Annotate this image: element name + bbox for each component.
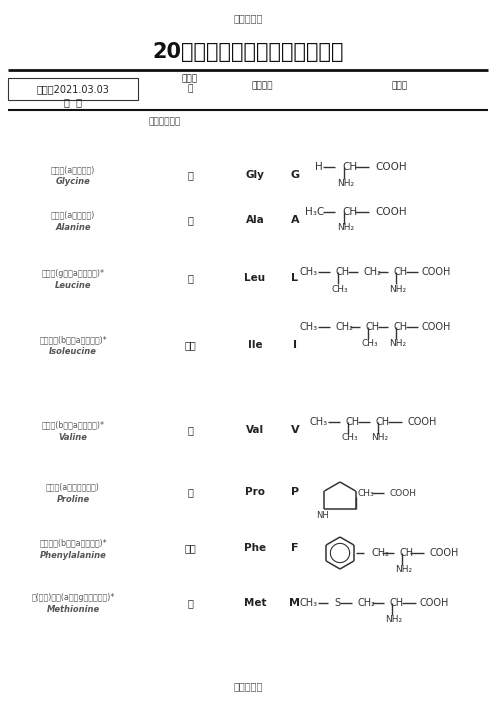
- Text: 结构式: 结构式: [392, 81, 408, 91]
- Text: CH: CH: [394, 322, 408, 332]
- Text: CH: CH: [346, 417, 360, 427]
- Text: 苯丙氨酸(b苯基a氨基丙酸)*: 苯丙氨酸(b苯基a氨基丙酸)*: [39, 538, 107, 548]
- Text: CH₃: CH₃: [300, 267, 318, 277]
- Text: Phenylalanine: Phenylalanine: [40, 550, 106, 559]
- Text: Gly: Gly: [246, 170, 264, 180]
- Text: H₃C: H₃C: [305, 207, 324, 217]
- Text: L: L: [292, 273, 299, 283]
- Text: M: M: [290, 598, 301, 608]
- Text: NH₂: NH₂: [337, 223, 354, 232]
- Text: CH₃: CH₃: [300, 322, 318, 332]
- Text: 甘氨酸(a氨基乙酸): 甘氨酸(a氨基乙酸): [51, 166, 95, 175]
- Text: F: F: [291, 543, 299, 553]
- Text: 亮: 亮: [187, 273, 193, 283]
- Text: Pro: Pro: [245, 487, 265, 497]
- Text: NH₂: NH₂: [337, 178, 354, 187]
- Text: COOH: COOH: [422, 322, 451, 332]
- Text: COOH: COOH: [430, 548, 459, 558]
- Text: V: V: [291, 425, 299, 435]
- Text: CH: CH: [342, 162, 357, 172]
- Text: CH₂: CH₂: [371, 548, 389, 558]
- Text: 欧阳学创编: 欧阳学创编: [233, 13, 263, 23]
- Text: S: S: [334, 598, 340, 608]
- Text: P: P: [291, 487, 299, 497]
- Text: Phe: Phe: [244, 543, 266, 553]
- Text: 缬: 缬: [187, 425, 193, 435]
- Text: 时间：2021.03.03: 时间：2021.03.03: [37, 84, 110, 94]
- Text: CH₃: CH₃: [310, 417, 328, 427]
- Text: 英文缩写: 英文缩写: [251, 81, 273, 91]
- Text: Leu: Leu: [245, 273, 265, 283]
- Text: CH: CH: [336, 267, 350, 277]
- Text: CH₃: CH₃: [358, 489, 374, 498]
- Text: H: H: [315, 162, 323, 172]
- Text: COOH: COOH: [389, 489, 417, 498]
- Text: 脯氨酸(a四氢吡咯甲酸): 脯氨酸(a四氢吡咯甲酸): [46, 482, 100, 491]
- Text: CH₂: CH₂: [358, 598, 376, 608]
- Text: 甘: 甘: [187, 170, 193, 180]
- Text: Ile: Ile: [248, 340, 262, 350]
- Text: 中文缩
写: 中文缩 写: [182, 74, 198, 93]
- Text: 异亮氨酸(b甲基a氨基戊酸)*: 异亮氨酸(b甲基a氨基戊酸)*: [39, 336, 107, 345]
- Text: NH₂: NH₂: [389, 338, 406, 347]
- Text: Alanine: Alanine: [55, 223, 91, 232]
- Bar: [8, 78, 138, 100]
- Text: CH: CH: [400, 548, 414, 558]
- Text: CH₃: CH₃: [331, 284, 348, 293]
- Text: CH₃: CH₃: [300, 598, 318, 608]
- Text: CH: CH: [376, 417, 390, 427]
- Text: CH: CH: [342, 207, 357, 217]
- Text: COOH: COOH: [407, 417, 436, 427]
- Text: CH: CH: [390, 598, 404, 608]
- Text: COOH: COOH: [375, 207, 407, 217]
- Text: 名  称: 名 称: [64, 97, 82, 107]
- Text: G: G: [291, 170, 300, 180]
- Text: 蛋: 蛋: [187, 598, 193, 608]
- Text: NH₂: NH₂: [385, 614, 402, 623]
- Text: COOH: COOH: [420, 598, 449, 608]
- Text: Isoleucine: Isoleucine: [49, 347, 97, 357]
- Text: Proline: Proline: [57, 494, 90, 503]
- Text: COOH: COOH: [422, 267, 451, 277]
- Text: I: I: [293, 340, 297, 350]
- Text: NH: NH: [316, 510, 329, 519]
- Text: CH₂: CH₂: [364, 267, 382, 277]
- Text: A: A: [291, 215, 299, 225]
- Text: NH₂: NH₂: [371, 434, 388, 442]
- Text: CH₂: CH₂: [336, 322, 354, 332]
- Text: COOH: COOH: [375, 162, 407, 172]
- Text: Methionine: Methionine: [47, 606, 100, 614]
- Text: 亮氨酸(g甲基a氨基戊酸)*: 亮氨酸(g甲基a氨基戊酸)*: [42, 268, 105, 277]
- Text: CH₃: CH₃: [361, 338, 377, 347]
- Text: 非极性氨基酸: 非极性氨基酸: [149, 117, 181, 126]
- Text: Glycine: Glycine: [56, 178, 90, 187]
- Text: Valine: Valine: [59, 432, 87, 442]
- Text: 蛋(甲硫)氨酸(a氨基g甲硫基戊酸)*: 蛋(甲硫)氨酸(a氨基g甲硫基戊酸)*: [31, 593, 115, 602]
- Text: NH₂: NH₂: [395, 564, 412, 574]
- Text: CH: CH: [366, 322, 380, 332]
- Text: 异亮: 异亮: [184, 340, 196, 350]
- Text: Val: Val: [246, 425, 264, 435]
- Text: CH₃: CH₃: [341, 434, 358, 442]
- Text: 欧阳学创编: 欧阳学创编: [233, 681, 263, 691]
- Text: 苯丙: 苯丙: [184, 543, 196, 553]
- Text: 20种常见氨基酸的名称和结构式: 20种常见氨基酸的名称和结构式: [152, 42, 344, 62]
- Text: NH₂: NH₂: [389, 284, 406, 293]
- Text: Met: Met: [244, 598, 266, 608]
- Text: 缬氨酸(b甲基a氨基丁酸)*: 缬氨酸(b甲基a氨基丁酸)*: [42, 420, 105, 430]
- Text: 脯: 脯: [187, 487, 193, 497]
- Text: 丙: 丙: [187, 215, 193, 225]
- Text: Ala: Ala: [246, 215, 264, 225]
- Text: Leucine: Leucine: [55, 281, 91, 289]
- Text: 丙氨酸(a氨基丙酸): 丙氨酸(a氨基丙酸): [51, 211, 95, 220]
- Text: CH: CH: [394, 267, 408, 277]
